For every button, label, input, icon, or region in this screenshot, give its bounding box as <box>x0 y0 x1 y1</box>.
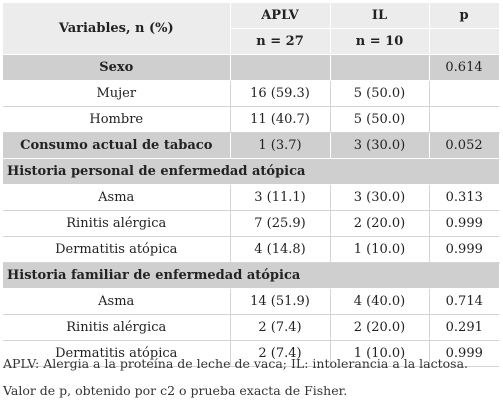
p-value: 0.714 <box>428 288 499 315</box>
aplv-value <box>230 54 331 81</box>
il-value: 1 (10.0) <box>329 236 429 263</box>
row-label: Dermatitis atópica <box>3 236 230 263</box>
row-label: Asma <box>3 288 230 315</box>
aplv-value: 11 (40.7) <box>229 106 330 133</box>
p-value: 0.291 <box>428 314 499 341</box>
il-value: 2 (20.0) <box>329 314 429 341</box>
row-label: Rinitis alérgica <box>3 210 230 237</box>
section-label: Consumo actual de tabaco <box>3 132 231 159</box>
il-value: 3 (30.0) <box>330 132 430 159</box>
aplv-value: 16 (59.3) <box>229 80 330 107</box>
p-value: 0.999 <box>428 236 499 263</box>
row-label: Asma <box>3 184 230 211</box>
p-value: 0.052 <box>429 132 500 159</box>
p-value: 0.999 <box>428 210 499 237</box>
il-value: 4 (40.0) <box>329 288 429 315</box>
table-row: Asma 3 (11.1) 3 (30.0) 0.313 <box>3 184 499 211</box>
aplv-value: 1 (3.7) <box>230 132 331 159</box>
section-label: Historia personal de enfermedad atópica <box>3 158 500 185</box>
aplv-value: 14 (51.9) <box>229 288 330 315</box>
footnote-abbreviations: APLV: Alergia a la proteína de leche de … <box>3 356 469 371</box>
table-row: Rinitis alérgica 2 (7.4) 2 (20.0) 0.291 <box>3 314 499 341</box>
table-row: Rinitis alérgica 7 (25.9) 2 (20.0) 0.999 <box>3 210 499 237</box>
p-header: p <box>429 3 500 29</box>
row-label: Rinitis alérgica <box>3 314 230 341</box>
aplv-n-header: n = 27 <box>230 28 331 55</box>
table-row: Hombre 11 (40.7) 5 (50.0) <box>3 106 499 133</box>
il-n-header: n = 10 <box>330 28 430 55</box>
p-value <box>428 80 499 107</box>
table-row: Dermatitis atópica 2 (7.4) 1 (10.0) 0.999 <box>3 340 499 367</box>
table-row: Mujer 16 (59.3) 5 (50.0) <box>3 80 499 107</box>
section-row: Consumo actual de tabaco 1 (3.7) 3 (30.0) 0… <box>3 132 500 159</box>
p-value: 0.999 <box>428 340 499 367</box>
aplv-value: 3 (11.1) <box>229 184 330 211</box>
row-label: Mujer <box>3 80 230 107</box>
aplv-value: 2 (7.4) <box>229 340 330 367</box>
p-value <box>428 106 499 133</box>
p-n-header <box>429 28 500 55</box>
footnote-p-value: Valor de p, obtenido por c2 o prueba exa… <box>3 383 348 398</box>
il-value: 1 (10.0) <box>329 340 429 367</box>
variables-header: Variables, n (%) <box>3 3 231 55</box>
header-row: Variables, n (%) APLV IL p <box>3 3 500 55</box>
il-value: 2 (20.0) <box>329 210 429 237</box>
section-row: Sexo 0.614 <box>3 54 500 81</box>
row-label: Dermatitis atópica <box>3 340 230 367</box>
il-value: 3 (30.0) <box>329 184 429 211</box>
table-row: Dermatitis atópica 4 (14.8) 1 (10.0) 0.999 <box>3 236 499 263</box>
aplv-value: 4 (14.8) <box>229 236 330 263</box>
table-row: Asma 14 (51.9) 4 (40.0) 0.714 <box>3 288 499 315</box>
aplv-value: 7 (25.9) <box>229 210 330 237</box>
il-value: 5 (50.0) <box>329 106 429 133</box>
table-body: Variables, n (%) APLV IL p n = 27 n = 10… <box>3 3 500 367</box>
p-value: 0.614 <box>429 54 500 81</box>
il-value: 5 (50.0) <box>329 80 429 107</box>
results-table: Variables, n (%) APLV IL p n = 27 n = 10… <box>3 3 500 367</box>
header-n-row: n = 27 n = 10 <box>3 28 500 55</box>
section-label: Historia familiar de enfermedad atópica <box>3 262 500 289</box>
aplv-value: 2 (7.4) <box>229 314 330 341</box>
il-value <box>330 54 430 81</box>
aplv-header: APLV <box>230 3 331 29</box>
row-label: Hombre <box>3 106 230 133</box>
il-header: IL <box>330 3 430 29</box>
p-value: 0.313 <box>428 184 499 211</box>
section-label: Sexo <box>3 54 231 81</box>
section-row: Historia personal de enfermedad atópica <box>3 158 500 185</box>
section-row: Historia familiar de enfermedad atópica <box>3 262 500 289</box>
